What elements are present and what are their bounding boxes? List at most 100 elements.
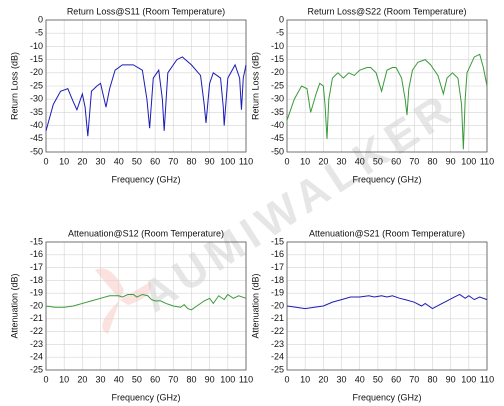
x-tick-label: 50 (132, 374, 142, 384)
y-tick-label: -40 (30, 120, 43, 130)
y-tick-label: -10 (30, 41, 43, 51)
x-tick-label: 60 (391, 374, 401, 384)
y-tick-label: -50 (30, 146, 43, 156)
y-tick-label: -45 (30, 133, 43, 143)
y-tick-label: -45 (271, 133, 284, 143)
y-tick-label: -22 (30, 326, 43, 336)
x-tick-label: 0 (43, 156, 48, 166)
x-axis-label: Frequency (GHz) (111, 174, 180, 184)
x-tick-label: 70 (168, 156, 178, 166)
x-tick-label: 80 (186, 374, 196, 384)
x-tick-label: 40 (114, 156, 124, 166)
x-tick-label: 10 (300, 156, 310, 166)
y-tick-label: -17 (271, 262, 284, 272)
x-tick-label: 90 (205, 156, 215, 166)
x-tick-label: 30 (96, 374, 106, 384)
x-tick-label: 10 (300, 374, 310, 384)
data-line (45, 293, 247, 311)
y-axis-label: Return Loss (dB) (9, 52, 19, 120)
y-tick-label: -15 (271, 54, 284, 64)
y-tick-label: -18 (271, 275, 284, 285)
y-tick-label: -19 (30, 288, 43, 298)
y-tick-label: -25 (30, 364, 43, 374)
x-tick-label: 90 (446, 374, 456, 384)
x-tick-label: 0 (43, 374, 48, 384)
x-tick-label: 20 (318, 374, 328, 384)
x-tick-label: 90 (446, 156, 456, 166)
x-axis-label: Frequency (GHz) (352, 174, 421, 184)
data-line (286, 293, 488, 310)
y-tick-label: -23 (30, 339, 43, 349)
x-tick-label: 70 (409, 374, 419, 384)
y-tick-label: -25 (271, 80, 284, 90)
x-tick-label: 80 (427, 156, 437, 166)
y-tick-label: -5 (35, 28, 43, 38)
y-tick-label: -25 (30, 80, 43, 90)
x-tick-label: 100 (220, 374, 235, 384)
x-tick-label: 110 (480, 156, 494, 166)
y-tick-label: -23 (271, 339, 284, 349)
y-tick-label: -20 (30, 300, 43, 310)
y-axis-label: Return Loss (dB) (250, 52, 260, 120)
y-tick-label: -24 (271, 352, 284, 362)
x-axis-label: Frequency (GHz) (111, 392, 180, 402)
y-tick-label: -16 (30, 249, 43, 259)
y-tick-label: -50 (271, 146, 284, 156)
x-tick-label: 70 (409, 156, 419, 166)
x-tick-label: 30 (96, 156, 106, 166)
y-tick-label: 0 (279, 14, 284, 24)
chart-title: Return Loss@S11 (Room Temperature) (67, 6, 225, 16)
x-tick-label: 0 (284, 156, 289, 166)
x-tick-label: 20 (77, 374, 87, 384)
y-tick-label: -20 (271, 300, 284, 310)
x-axis-label: Frequency (GHz) (352, 392, 421, 402)
x-tick-label: 40 (355, 156, 365, 166)
y-tick-label: -15 (271, 236, 284, 246)
x-tick-label: 90 (205, 374, 215, 384)
y-tick-label: -22 (271, 326, 284, 336)
y-tick-label: -35 (30, 107, 43, 117)
x-tick-label: 60 (150, 374, 160, 384)
x-tick-label: 110 (239, 156, 253, 166)
y-tick-label: -5 (276, 28, 284, 38)
x-tick-label: 80 (427, 374, 437, 384)
y-tick-label: -20 (271, 67, 284, 77)
y-tick-label: -25 (271, 364, 284, 374)
x-tick-label: 40 (114, 374, 124, 384)
x-tick-label: 20 (318, 156, 328, 166)
y-tick-label: -15 (30, 54, 43, 64)
x-tick-label: 100 (461, 374, 476, 384)
data-line (286, 53, 488, 150)
y-tick-label: -30 (271, 94, 284, 104)
chart-title: Return Loss@S22 (Room Temperature) (307, 6, 466, 16)
y-tick-label: -40 (271, 120, 284, 130)
x-tick-label: 110 (239, 374, 253, 384)
y-tick-label: 0 (38, 14, 43, 24)
y-tick-label: -19 (271, 288, 284, 298)
y-axis-label: Attenuation (dB) (250, 273, 260, 338)
x-tick-label: 10 (59, 374, 69, 384)
x-tick-label: 110 (480, 374, 494, 384)
y-tick-label: -10 (271, 41, 284, 51)
y-tick-label: -24 (30, 352, 43, 362)
x-tick-label: 0 (284, 374, 289, 384)
x-tick-label: 80 (186, 156, 196, 166)
y-tick-label: -17 (30, 262, 43, 272)
chart-title: Attenuation@S21 (Room Temperature) (309, 228, 465, 238)
x-tick-label: 40 (355, 374, 365, 384)
y-tick-label: -15 (30, 236, 43, 246)
y-tick-label: -21 (30, 313, 43, 323)
y-tick-label: -30 (30, 94, 43, 104)
x-tick-label: 10 (59, 156, 69, 166)
x-tick-label: 20 (77, 156, 87, 166)
x-tick-label: 70 (168, 374, 178, 384)
plot-frame (45, 19, 247, 153)
y-axis-label: Attenuation (dB) (9, 273, 19, 338)
y-tick-label: -21 (271, 313, 284, 323)
y-tick-label: -16 (271, 249, 284, 259)
data-line (45, 56, 247, 137)
x-tick-label: 50 (132, 156, 142, 166)
x-tick-label: 60 (150, 156, 160, 166)
y-tick-label: -20 (30, 67, 43, 77)
